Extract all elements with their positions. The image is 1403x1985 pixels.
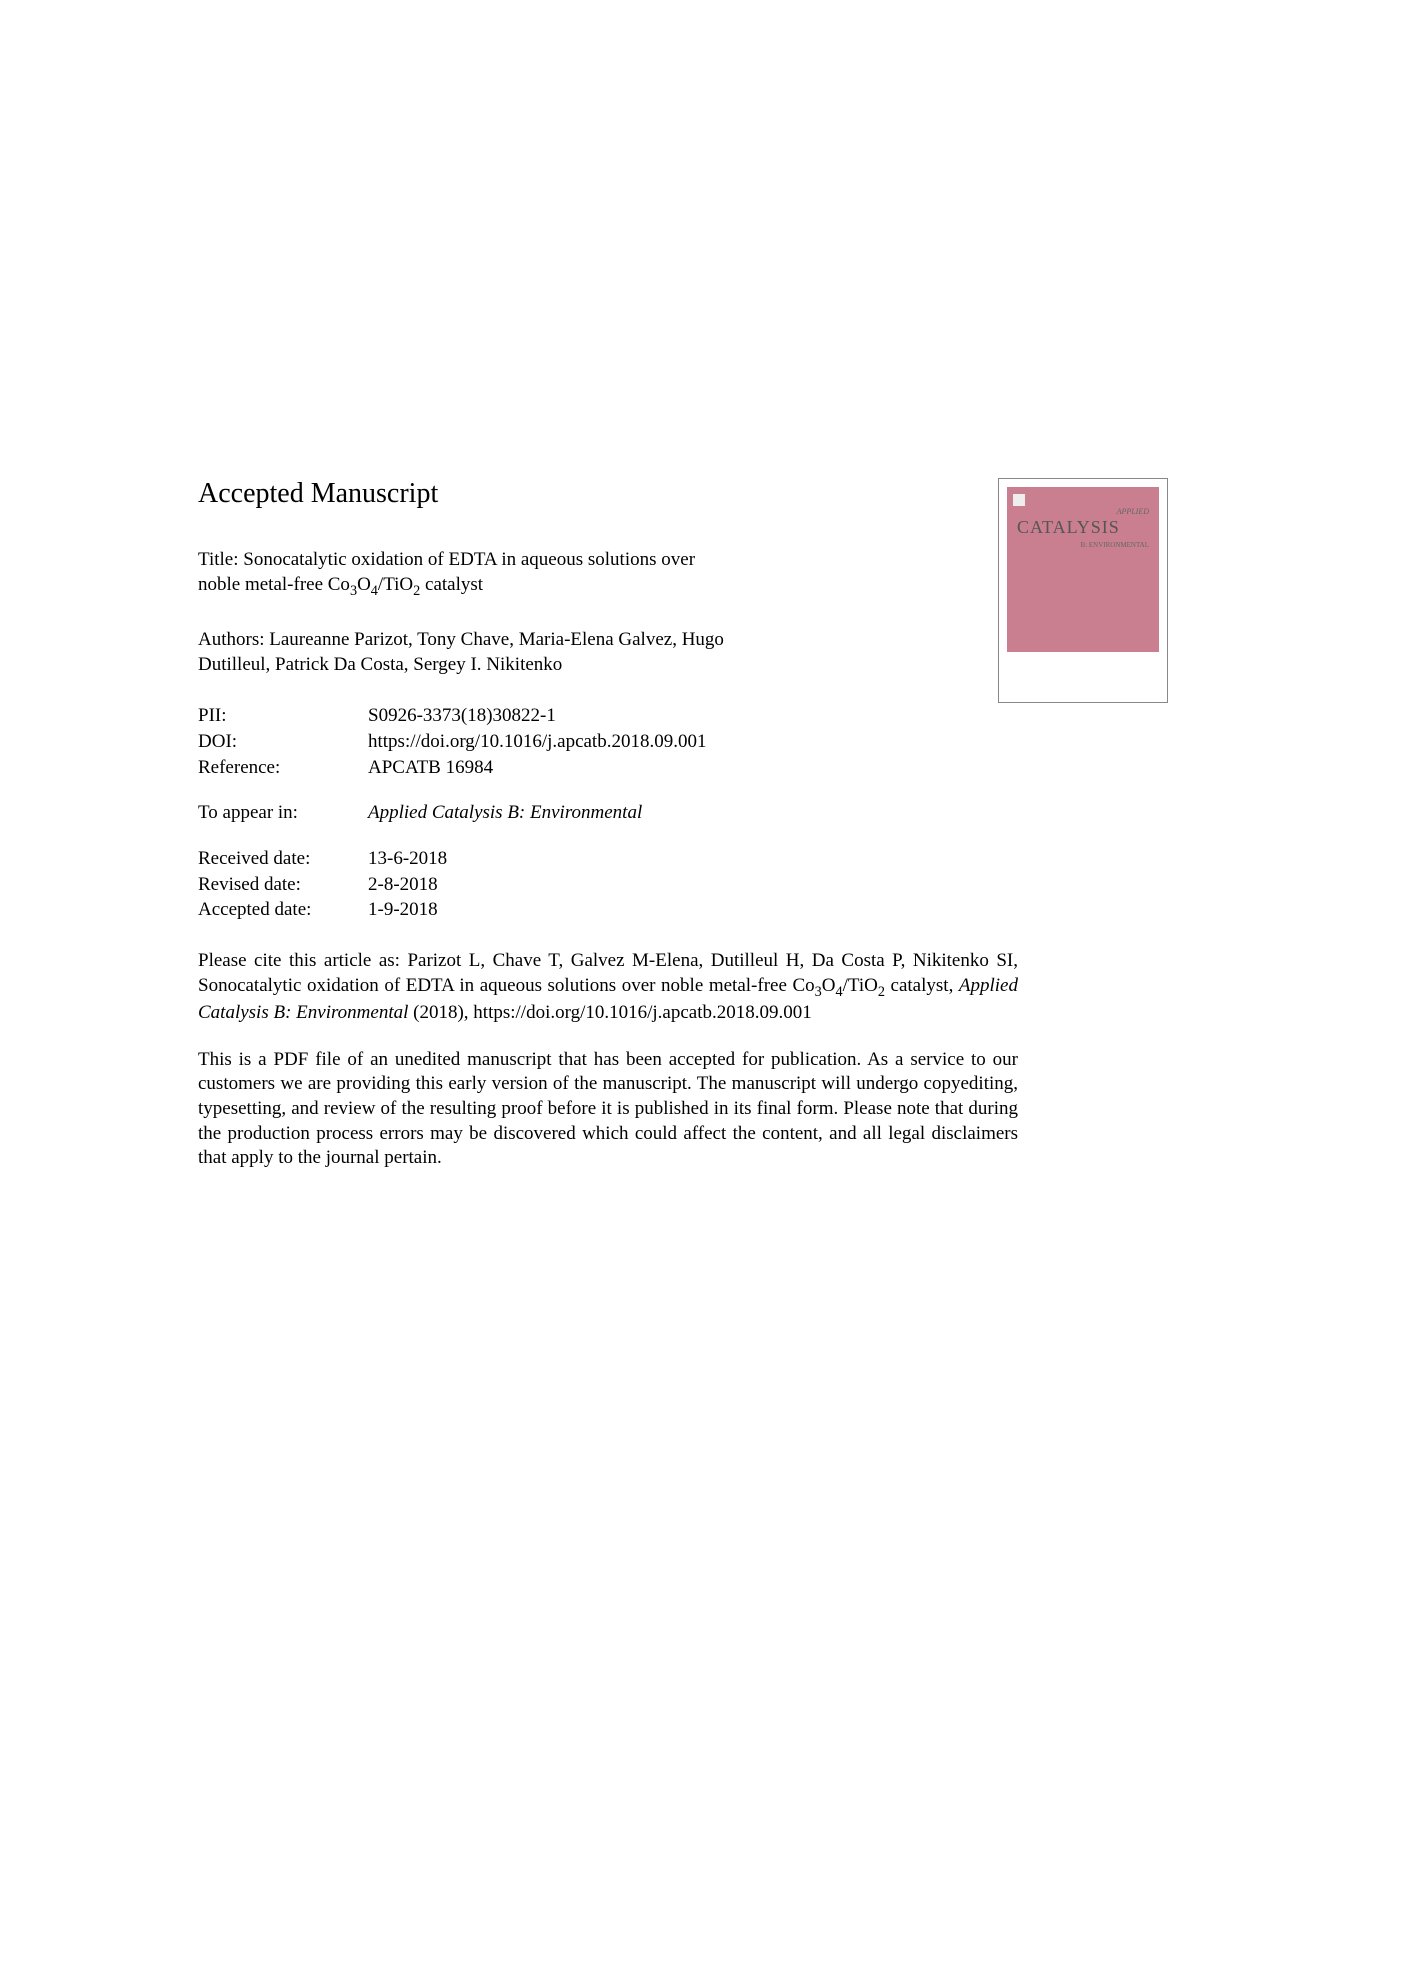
received-label: Received date: [198, 846, 368, 872]
appear-label: To appear in: [198, 800, 368, 826]
doi-value[interactable]: https://doi.org/10.1016/j.apcatb.2018.09… [368, 729, 1018, 755]
meta-block-appear: To appear in: Applied Catalysis B: Envir… [198, 800, 1018, 826]
manuscript-title: Title: Sonocatalytic oxidation of EDTA i… [198, 548, 738, 600]
citation-text: Please cite this article as: Parizot L, … [198, 949, 1018, 1026]
accepted-row: Accepted date: 1-9-2018 [198, 897, 1018, 923]
title-prefix: Title: [198, 549, 243, 570]
title-sub-1: 3 [350, 582, 357, 598]
citation-m3: catalyst, [885, 975, 959, 996]
citation-m2: /TiO [843, 975, 878, 996]
citation-s1: 3 [815, 983, 822, 999]
publisher-logo-icon [1013, 494, 1025, 506]
received-value: 13-6-2018 [368, 846, 1018, 872]
pii-value: S0926-3373(18)30822-1 [368, 703, 1018, 729]
accepted-label: Accepted date: [198, 897, 368, 923]
received-row: Received date: 13-6-2018 [198, 846, 1018, 872]
citation-m1: O [822, 975, 836, 996]
citation-s3: 2 [878, 983, 885, 999]
pii-label: PII: [198, 703, 368, 729]
citation-year: (2018), [408, 1002, 473, 1023]
meta-block-ids: PII: S0926-3373(18)30822-1 DOI: https://… [198, 703, 1018, 780]
accepted-value: 1-9-2018 [368, 897, 1018, 923]
revised-label: Revised date: [198, 872, 368, 898]
pii-row: PII: S0926-3373(18)30822-1 [198, 703, 1018, 729]
cover-applied-text: APPLIED [1117, 507, 1149, 516]
title-end: catalyst [420, 574, 483, 595]
authors-prefix: Authors: [198, 629, 269, 650]
doi-link[interactable]: https://doi.org/10.1016/j.apcatb.2018.09… [368, 731, 706, 752]
cover-inner: APPLIED CATALYSIS B: ENVIRONMENTAL [1007, 487, 1159, 652]
reference-label: Reference: [198, 755, 368, 781]
meta-block-dates: Received date: 13-6-2018 Revised date: 2… [198, 846, 1018, 923]
revised-row: Revised date: 2-8-2018 [198, 872, 1018, 898]
appear-value: Applied Catalysis B: Environmental [368, 800, 1018, 826]
manuscript-authors: Authors: Laureanne Parizot, Tony Chave, … [198, 628, 768, 677]
authors-list: Laureanne Parizot, Tony Chave, Maria-Ele… [198, 629, 724, 675]
title-mid-1: O [357, 574, 371, 595]
citation-s2: 4 [836, 983, 843, 999]
journal-cover-thumbnail: APPLIED CATALYSIS B: ENVIRONMENTAL [998, 478, 1168, 703]
cover-journal-title: CATALYSIS [1017, 517, 1153, 538]
reference-value: APCATB 16984 [368, 755, 1018, 781]
appear-row: To appear in: Applied Catalysis B: Envir… [198, 800, 1018, 826]
title-sub-2: 4 [371, 582, 378, 598]
reference-row: Reference: APCATB 16984 [198, 755, 1018, 781]
citation-doi-link[interactable]: https://doi.org/10.1016/j.apcatb.2018.09… [473, 1002, 811, 1023]
doi-row: DOI: https://doi.org/10.1016/j.apcatb.20… [198, 729, 1018, 755]
accepted-manuscript-heading: Accepted Manuscript [198, 478, 1018, 510]
cover-journal-subtitle: B: ENVIRONMENTAL [1081, 541, 1149, 549]
doi-label: DOI: [198, 729, 368, 755]
revised-value: 2-8-2018 [368, 872, 1018, 898]
title-mid-2: /TiO [378, 574, 413, 595]
disclaimer-text: This is a PDF file of an unedited manusc… [198, 1048, 1018, 1171]
